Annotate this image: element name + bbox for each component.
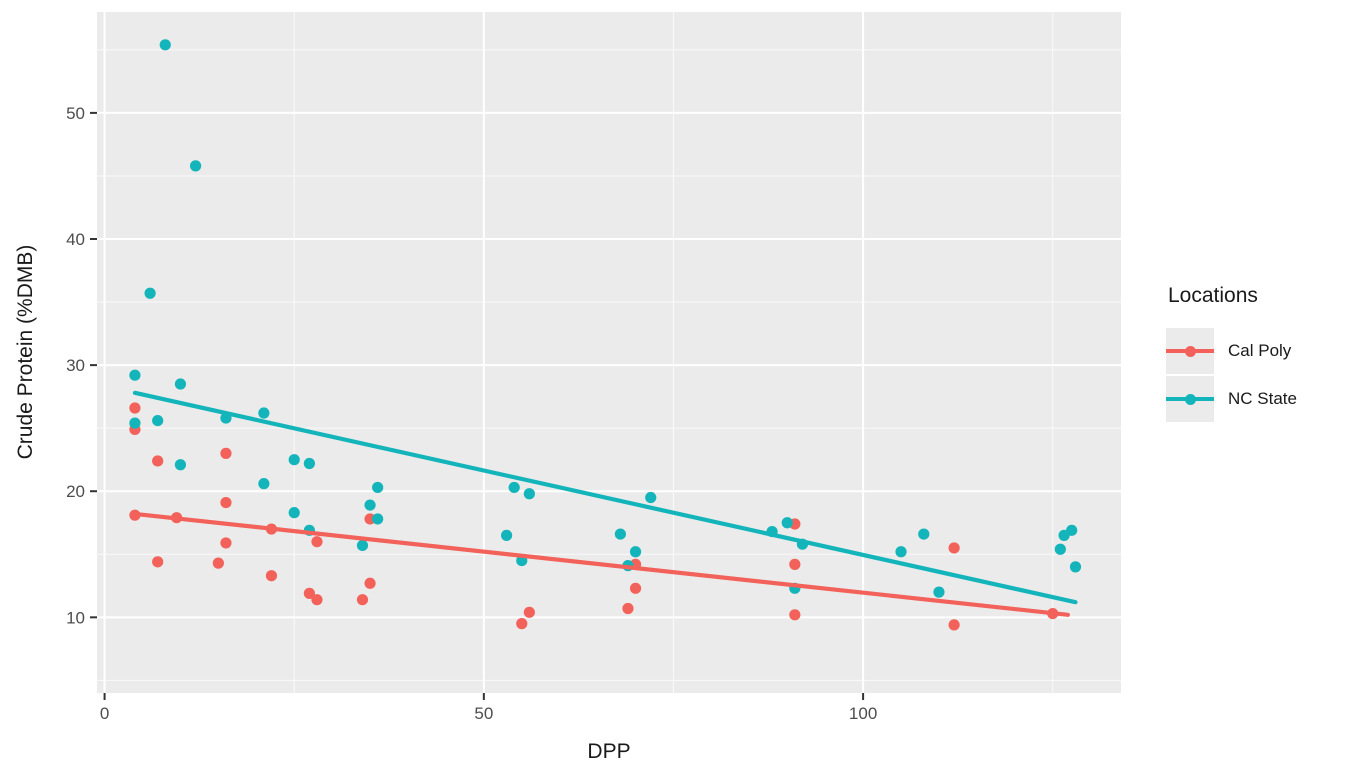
data-point-cal-poly [303, 587, 315, 599]
data-point-cal-poly [129, 402, 141, 414]
legend-label: NC State [1228, 389, 1297, 408]
data-point-nc-state [933, 586, 945, 598]
data-point-nc-state [288, 454, 300, 466]
y-tick-label: 10 [66, 608, 85, 627]
data-point-cal-poly [220, 537, 232, 549]
data-point-nc-state [501, 529, 513, 541]
legend-item-nc-state: NC State [1166, 376, 1297, 422]
y-tick-label: 30 [66, 356, 85, 375]
data-point-cal-poly [356, 594, 369, 606]
data-point-nc-state [159, 39, 171, 51]
data-point-cal-poly [220, 496, 232, 509]
data-point-cal-poly [311, 536, 323, 548]
data-point-cal-poly [212, 557, 224, 569]
data-point-cal-poly [622, 602, 634, 615]
data-point-cal-poly [311, 594, 323, 606]
data-point-nc-state [781, 517, 793, 529]
data-point-cal-poly [523, 606, 535, 618]
data-point-cal-poly [948, 542, 960, 554]
x-tick-label: 100 [849, 704, 877, 723]
point-icon [1184, 345, 1196, 357]
data-point-nc-state [174, 459, 187, 471]
panel-background [97, 12, 1121, 693]
data-point-cal-poly [789, 609, 801, 621]
legend-title: Locations [1168, 284, 1258, 307]
data-point-nc-state [190, 160, 202, 172]
y-tick-label: 40 [66, 230, 85, 249]
data-point-nc-state [1066, 524, 1078, 536]
data-point-nc-state [174, 378, 187, 390]
data-point-cal-poly [516, 618, 528, 630]
legend-key-swatch [1166, 376, 1214, 422]
legend: Locations Cal Poly NC State [1166, 284, 1297, 424]
data-point-nc-state [258, 407, 270, 419]
data-point-nc-state [364, 499, 376, 511]
data-point-nc-state [288, 507, 300, 519]
data-point-nc-state [372, 481, 384, 494]
data-point-cal-poly [152, 455, 164, 467]
data-point-nc-state [918, 528, 930, 540]
data-point-nc-state [258, 478, 270, 490]
data-point-nc-state [523, 488, 535, 500]
x-tick-label: 50 [474, 704, 493, 723]
data-point-nc-state [129, 417, 141, 429]
legend-item-cal-poly: Cal Poly [1166, 328, 1297, 374]
data-point-nc-state [508, 481, 520, 494]
data-point-nc-state [614, 528, 626, 540]
data-point-nc-state [129, 369, 141, 381]
trend-line-nc-state [132, 390, 1078, 605]
point-icon [1184, 393, 1196, 405]
data-point-nc-state [144, 287, 156, 299]
legend-label: Cal Poly [1228, 341, 1292, 360]
data-point-nc-state [895, 546, 907, 558]
trend-line-cal-poly [132, 511, 1071, 617]
data-point-cal-poly [789, 558, 801, 570]
data-point-nc-state [356, 539, 369, 552]
data-point-nc-state [645, 491, 657, 504]
data-point-cal-poly [152, 556, 164, 568]
data-point-cal-poly [948, 619, 960, 631]
data-point-cal-poly [220, 447, 232, 459]
x-tick-label: 0 [100, 704, 109, 723]
data-point-nc-state [372, 513, 384, 525]
data-point-nc-state [629, 546, 642, 558]
y-tick-label: 20 [66, 482, 85, 501]
data-point-nc-state [1054, 543, 1066, 555]
data-point-cal-poly [364, 577, 376, 589]
data-point-cal-poly [265, 570, 278, 582]
data-point-nc-state [152, 415, 164, 427]
x-axis-title: DPP [587, 740, 631, 763]
y-axis-title: Crude Protein (%DMB) [14, 244, 37, 460]
legend-key-swatch [1166, 328, 1214, 374]
data-point-nc-state [1069, 561, 1082, 573]
data-point-cal-poly [629, 582, 642, 594]
data-point-nc-state [303, 457, 315, 470]
y-tick-label: 50 [66, 104, 85, 123]
